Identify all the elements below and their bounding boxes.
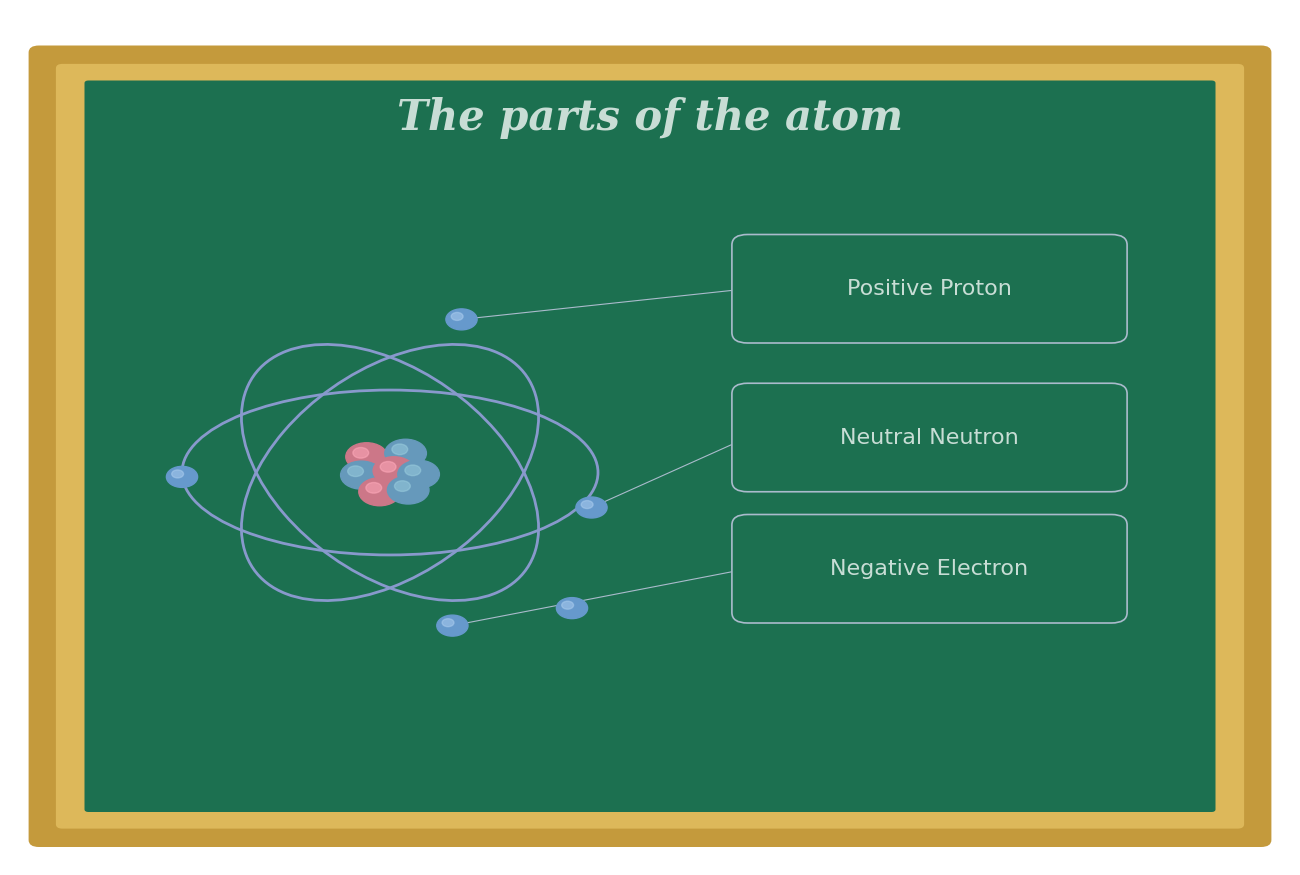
- Circle shape: [437, 615, 468, 636]
- FancyBboxPatch shape: [56, 64, 1244, 829]
- Circle shape: [576, 497, 607, 518]
- Circle shape: [380, 461, 396, 472]
- Circle shape: [365, 482, 382, 493]
- Circle shape: [581, 500, 593, 508]
- Circle shape: [385, 439, 426, 467]
- Text: Negative Electron: Negative Electron: [831, 559, 1028, 578]
- FancyBboxPatch shape: [84, 80, 1216, 812]
- FancyBboxPatch shape: [13, 26, 1287, 858]
- Text: Neutral Neutron: Neutral Neutron: [840, 428, 1019, 447]
- Circle shape: [373, 457, 415, 485]
- Circle shape: [387, 476, 429, 504]
- Circle shape: [359, 478, 400, 506]
- Circle shape: [347, 466, 364, 477]
- Circle shape: [172, 470, 183, 478]
- FancyBboxPatch shape: [732, 234, 1127, 343]
- Circle shape: [394, 480, 411, 492]
- Circle shape: [398, 460, 439, 488]
- Circle shape: [451, 312, 463, 320]
- Text: Positive Proton: Positive Proton: [848, 279, 1011, 298]
- Circle shape: [391, 444, 408, 455]
- Text: The parts of the atom: The parts of the atom: [396, 97, 904, 139]
- Circle shape: [166, 466, 198, 487]
- Circle shape: [352, 447, 369, 458]
- FancyBboxPatch shape: [29, 46, 1271, 847]
- Circle shape: [341, 461, 382, 489]
- FancyBboxPatch shape: [732, 514, 1127, 623]
- Circle shape: [404, 465, 421, 476]
- Circle shape: [442, 619, 454, 626]
- Circle shape: [562, 601, 573, 609]
- Circle shape: [446, 309, 477, 330]
- Circle shape: [556, 598, 588, 619]
- Circle shape: [346, 443, 387, 471]
- FancyBboxPatch shape: [732, 383, 1127, 492]
